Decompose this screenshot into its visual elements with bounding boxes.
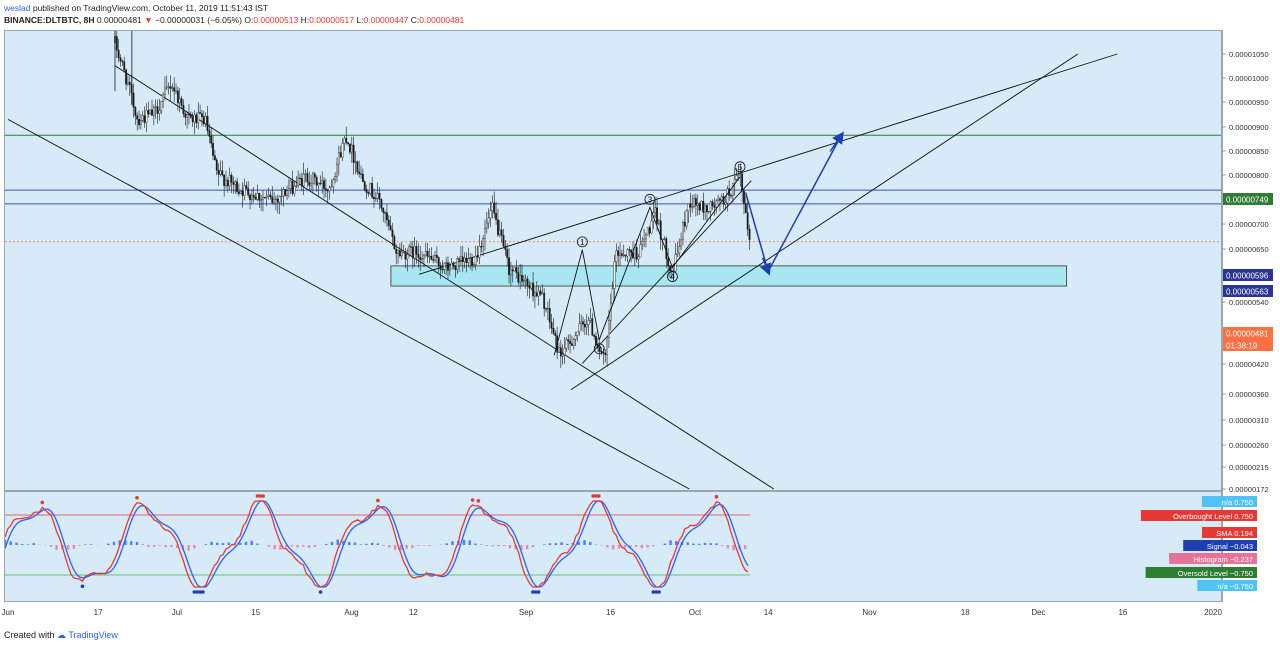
open-label: O: — [244, 15, 254, 25]
footer: Created with ☁ TradingView — [4, 630, 118, 641]
oscillator-pane[interactable] — [4, 491, 1222, 602]
low-label: L: — [356, 15, 364, 25]
price-axis[interactable] — [1222, 30, 1279, 602]
symbol-line: BINANCE:DLTBTC, 8H 0.00000481 ▼ −0.00000… — [4, 15, 464, 25]
high-value: 0.00000517 — [309, 15, 355, 25]
high-label: H: — [300, 15, 310, 25]
price-change: −0.00000031 (−6.05%) — [154, 15, 242, 25]
time-axis[interactable] — [4, 602, 1222, 620]
symbol-name: BINANCE:DLTBTC, 8H — [4, 15, 95, 25]
low-value: 0.00000447 — [363, 15, 409, 25]
down-arrow-icon: ▼ — [144, 15, 153, 25]
last-price: 0.00000481 — [96, 15, 142, 25]
open-value: 0.00000513 — [253, 15, 299, 25]
author-link[interactable]: weslad — [4, 3, 31, 13]
created-with-text: Created with — [4, 630, 55, 640]
price-pane[interactable] — [4, 30, 1222, 491]
published-text: published on TradingView.com, October 11… — [32, 3, 269, 13]
tradingview-brand[interactable]: TradingView — [68, 630, 118, 640]
publish-line: weslad published on TradingView.com, Oct… — [4, 3, 268, 13]
close-value: 0.00000481 — [419, 15, 465, 25]
close-label: C: — [410, 15, 420, 25]
tradingview-logo-icon: ☁ — [57, 630, 67, 640]
